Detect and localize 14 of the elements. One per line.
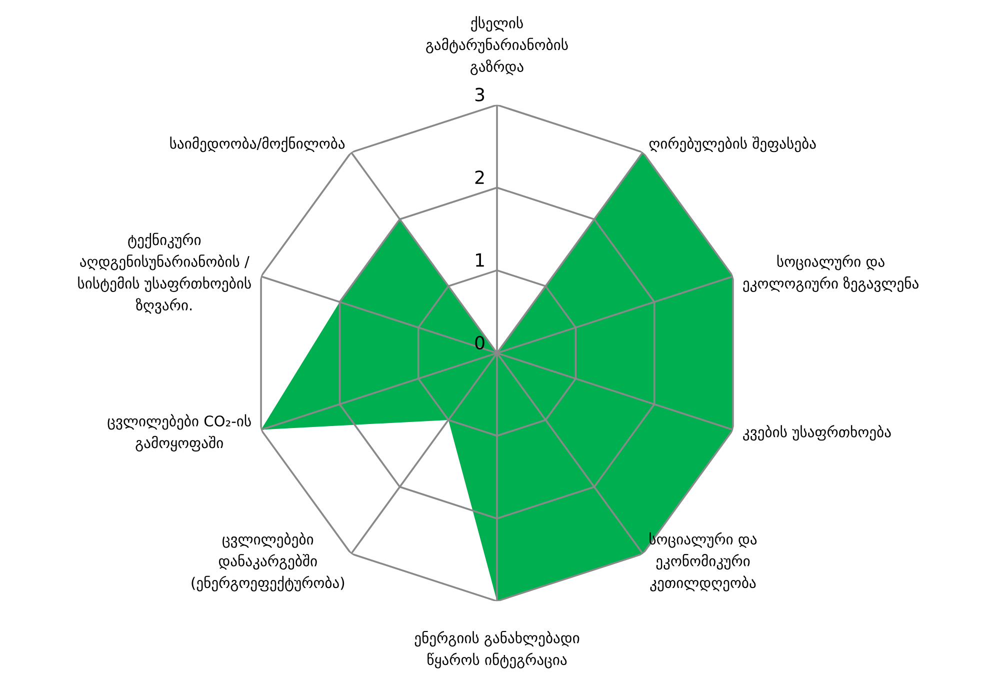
y-tick-label: 1	[476, 253, 484, 267]
spoke-label: ღირებულების შეფასება	[649, 136, 816, 152]
spoke-label: ცვლილებები CO₂-ის გამოყოფაში	[108, 414, 251, 452]
spoke-label: ქსელის გამტარუნარიანობის გაზრდა	[426, 16, 568, 76]
spoke-label: ენერგიის განახლებადი წყაროს ინტეგრაცია	[414, 630, 580, 668]
spoke-label: კვების უსაფრთხოება	[743, 424, 891, 441]
y-tick-label: 0	[475, 336, 484, 350]
y-tick-label: 3	[475, 88, 484, 102]
spoke-label: სოციალური და ეკოლოგიური ზეგავლენა	[743, 254, 918, 292]
spoke-label: ცვლილებები დანაკარგებში (ენერგოეფექტურობა)	[192, 532, 344, 592]
spoke-label: სოციალური და ეკონომიკური კეთილდღეობა	[650, 532, 757, 592]
y-tick-label: 2	[475, 170, 484, 184]
spoke-label: საიმედოობა/მოქნილობა	[170, 136, 345, 152]
spoke-label: ტექნიკური აღდგენისუნარიანობის / სისტემის უსაფრთხოების ზღვარი.	[78, 232, 251, 314]
